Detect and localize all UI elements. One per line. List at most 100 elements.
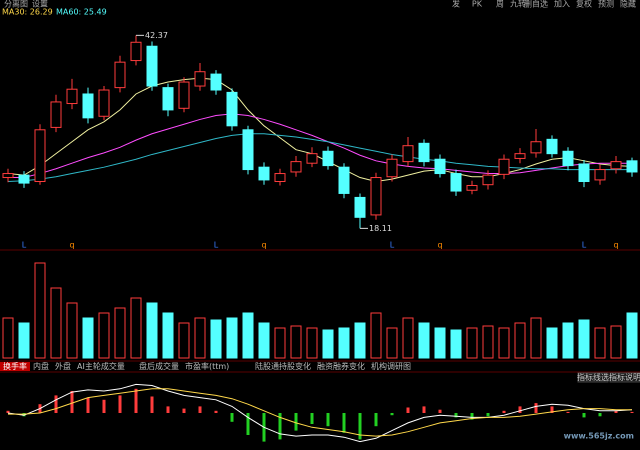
volume-bar [162, 312, 174, 359]
macd-bar [54, 395, 58, 413]
candle-body [34, 129, 46, 183]
signal-label: q [437, 241, 442, 250]
candle-body [514, 153, 526, 159]
volume-bar [418, 322, 430, 359]
macd-bar [518, 406, 522, 413]
signal-label: L [582, 241, 587, 250]
signal-label: q [261, 241, 266, 250]
tab[interactable]: 市盈率(ttm) [185, 361, 229, 371]
tab[interactable]: 盘后成交量 [139, 361, 179, 371]
volume-bar [338, 327, 350, 359]
macd-bar [310, 413, 314, 424]
candle-body [306, 153, 318, 164]
macd-bar [6, 410, 10, 413]
volume-bar [98, 312, 110, 359]
volume-bar [370, 312, 382, 359]
signal-label: q [69, 241, 74, 250]
macd-bar [150, 396, 154, 413]
candle-body [546, 138, 558, 155]
menu-item[interactable]: 加入 [554, 0, 570, 9]
volume-bar [530, 317, 542, 359]
menu-item[interactable]: 发 [452, 0, 460, 9]
signal-label: q [613, 241, 618, 250]
annotation: 42.37 [145, 31, 168, 40]
candle-body [146, 45, 158, 87]
macd-bar [342, 413, 346, 433]
button[interactable]: 指标线选 [577, 372, 609, 382]
menu-item[interactable]: PK [472, 0, 483, 9]
macd-bar [406, 407, 410, 413]
candle-body [338, 166, 350, 194]
candle-body [130, 41, 142, 62]
menu-item[interactable]: 复权 [576, 0, 592, 9]
candle-body [402, 145, 414, 163]
macd-bar [70, 391, 74, 413]
macd-bar [134, 388, 138, 413]
button[interactable]: 指标说明 [609, 372, 640, 382]
volume-bar [546, 327, 558, 359]
volume-bar [594, 327, 606, 359]
macd-bar [598, 413, 602, 417]
tab[interactable]: AI主轮成交量 [77, 361, 125, 371]
candle-body [370, 177, 382, 216]
ma-legend: MA60: 25.49 [56, 8, 107, 17]
candle-body [82, 93, 94, 119]
macd-line [8, 388, 632, 437]
volume-bar [178, 322, 190, 359]
button-bg [577, 372, 609, 383]
candle-body [210, 73, 222, 91]
ma-line [7, 133, 633, 183]
menu-item[interactable]: 周 [496, 0, 504, 9]
candle-body [322, 150, 334, 167]
macd-bar [582, 413, 586, 418]
macd-bar [102, 399, 106, 413]
menu-item[interactable]: 删自选 [524, 0, 548, 9]
candle-body [50, 101, 62, 128]
candle-body [178, 81, 190, 109]
candle-body [594, 169, 606, 181]
tab[interactable]: 陆股通持股变化 [255, 361, 311, 371]
menu-item[interactable]: 分离图 [4, 0, 28, 9]
volume-bar [82, 317, 94, 359]
volume-bar [130, 297, 142, 359]
tab[interactable]: 机构调研图 [371, 361, 411, 371]
candle-body [242, 129, 254, 171]
candle-body [194, 71, 206, 87]
menu-item[interactable]: 预测 [598, 0, 614, 9]
volume-bar [386, 327, 398, 359]
tab[interactable]: 内盘 [33, 361, 49, 371]
macd-bar [278, 413, 282, 440]
macd-bar [182, 408, 186, 413]
candle-body [226, 91, 238, 127]
volume-bar [402, 317, 414, 359]
candle-body [434, 158, 446, 175]
menu-item[interactable]: 九转 [510, 0, 526, 9]
volume-bar [514, 322, 526, 359]
volume-bar [114, 307, 126, 359]
tab[interactable]: 融资融券变化 [317, 361, 365, 371]
volume-bar [34, 262, 46, 359]
volume-bar [210, 319, 222, 359]
candle-body [2, 173, 14, 179]
watermark: www.565jz.com [564, 432, 634, 441]
ma-legend: MA30: 26.29 [2, 8, 53, 17]
tab-active-bg [0, 362, 30, 371]
volume-bar [482, 325, 494, 359]
tab[interactable]: 换手率 [3, 361, 27, 371]
volume-bar [578, 319, 590, 359]
volume-bar [434, 327, 446, 359]
tab[interactable]: 外盘 [55, 361, 71, 371]
candle-body [450, 173, 462, 192]
macd-bar [358, 413, 362, 440]
candle-body [610, 161, 622, 170]
menu-item[interactable]: 设置 [32, 0, 48, 9]
ma-line [7, 77, 633, 183]
macd-bar [294, 413, 298, 431]
volume-bar [50, 287, 62, 359]
macd-bar [390, 413, 394, 416]
signal-label: L [22, 241, 27, 250]
menu-item[interactable]: 隐藏 [620, 0, 636, 9]
candle-body [418, 142, 430, 163]
